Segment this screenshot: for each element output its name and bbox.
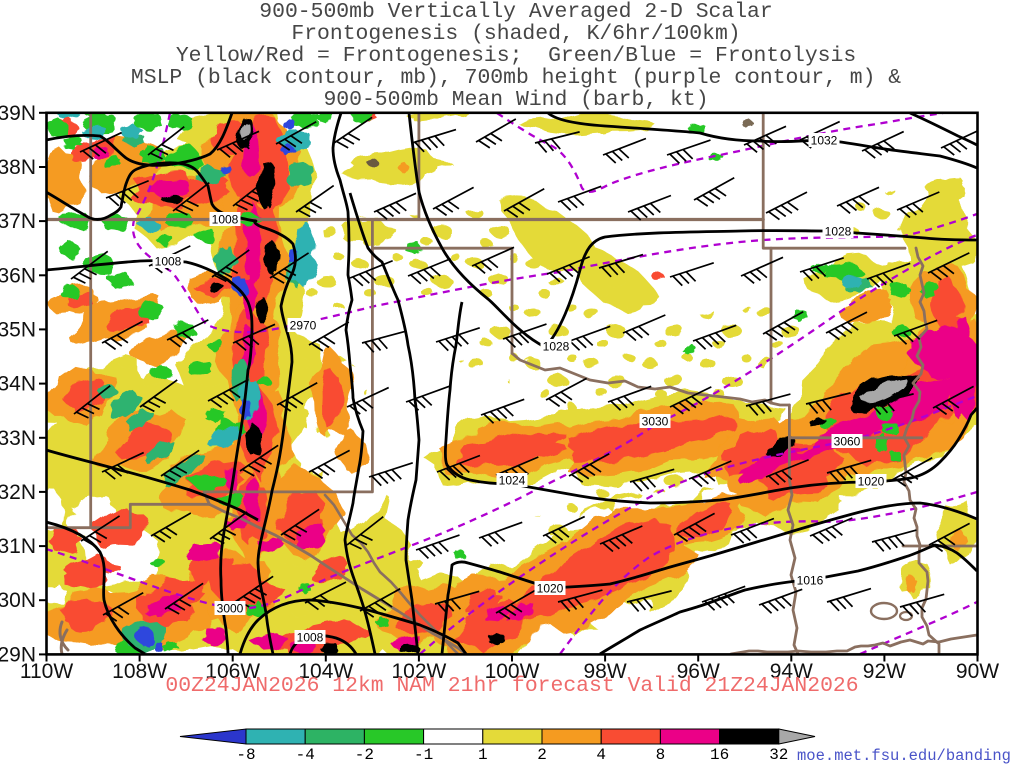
svg-text:92W: 92W xyxy=(863,660,906,683)
svg-text:39N: 39N xyxy=(0,102,36,125)
svg-text:108W: 108W xyxy=(112,660,167,683)
svg-text:90W: 90W xyxy=(956,660,999,683)
svg-text:1008: 1008 xyxy=(297,631,324,645)
svg-text:900-500mb Vertically Averaged: 900-500mb Vertically Averaged 2-D Scalar xyxy=(259,0,772,24)
svg-text:106W: 106W xyxy=(205,660,260,683)
svg-text:94W: 94W xyxy=(770,660,813,683)
svg-text:1008: 1008 xyxy=(155,255,182,269)
svg-text:30N: 30N xyxy=(0,589,36,612)
svg-text:4: 4 xyxy=(596,746,606,764)
svg-text:00Z24JAN2026 12km NAM 21hr for: 00Z24JAN2026 12km NAM 21hr forecast Vali… xyxy=(165,674,858,698)
svg-text:1032: 1032 xyxy=(811,134,838,148)
svg-text:900-500mb Mean Wind (barb, kt): 900-500mb Mean Wind (barb, kt) xyxy=(323,88,708,112)
svg-text:1008: 1008 xyxy=(212,213,239,227)
svg-text:98W: 98W xyxy=(584,660,627,683)
svg-text:110W: 110W xyxy=(20,660,73,683)
svg-text:34N: 34N xyxy=(0,373,36,396)
svg-text:100W: 100W xyxy=(485,660,540,683)
svg-text:96W: 96W xyxy=(677,660,720,683)
svg-text:32: 32 xyxy=(769,746,788,764)
svg-text:Frontogenesis (shaded, K/6hr/1: Frontogenesis (shaded, K/6hr/100km) xyxy=(291,22,740,46)
svg-text:MSLP (black contour, mb), 700m: MSLP (black contour, mb), 700mb height (… xyxy=(131,66,901,90)
svg-text:35N: 35N xyxy=(0,318,36,341)
svg-text:1020: 1020 xyxy=(858,475,885,489)
svg-text:104W: 104W xyxy=(298,660,353,683)
svg-text:33N: 33N xyxy=(0,427,36,450)
svg-text:3000: 3000 xyxy=(217,602,244,616)
svg-text:3060: 3060 xyxy=(834,435,861,449)
svg-text:2970: 2970 xyxy=(290,319,317,333)
svg-text:2: 2 xyxy=(537,746,547,764)
svg-text:moe.met.fsu.edu/banding: moe.met.fsu.edu/banding xyxy=(797,747,1011,765)
svg-text:37N: 37N xyxy=(0,210,36,233)
svg-text:32N: 32N xyxy=(0,481,36,504)
svg-text:16: 16 xyxy=(710,746,729,764)
svg-text:1020: 1020 xyxy=(537,582,564,596)
svg-text:8: 8 xyxy=(656,746,666,764)
svg-text:102W: 102W xyxy=(391,660,446,683)
svg-text:-2: -2 xyxy=(355,746,374,764)
svg-text:36N: 36N xyxy=(0,264,36,287)
svg-text:1028: 1028 xyxy=(825,225,852,239)
svg-text:3030: 3030 xyxy=(642,415,669,429)
svg-text:1016: 1016 xyxy=(797,574,824,588)
svg-text:Yellow/Red = Frontogenesis; G: Yellow/Red = Frontogenesis; Green/Blue =… xyxy=(176,44,856,68)
svg-text:-4: -4 xyxy=(296,746,315,764)
svg-text:1: 1 xyxy=(478,746,488,764)
svg-text:29N: 29N xyxy=(0,643,36,666)
svg-text:1028: 1028 xyxy=(543,340,570,354)
svg-text:-1: -1 xyxy=(414,746,433,764)
svg-text:38N: 38N xyxy=(0,156,36,179)
svg-text:-8: -8 xyxy=(236,746,255,764)
svg-text:31N: 31N xyxy=(0,535,36,558)
svg-text:1024: 1024 xyxy=(499,474,526,488)
